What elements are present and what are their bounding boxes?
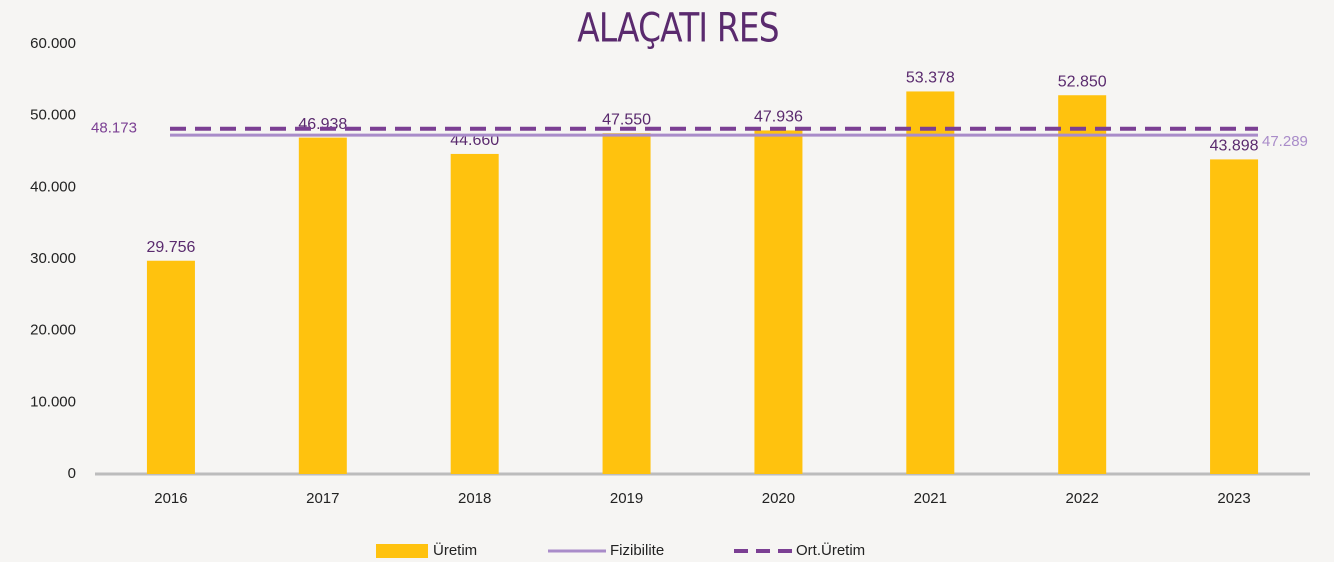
data-label: 29.756 (146, 239, 195, 256)
x-tick-label: 2023 (1217, 490, 1250, 507)
bar (1058, 95, 1107, 474)
bar (602, 133, 651, 474)
data-label: 47.936 (754, 109, 803, 126)
x-tick-label: 2020 (762, 490, 795, 507)
chart-title: ALAÇATI RES (577, 4, 778, 51)
data-label: 43.898 (1210, 138, 1259, 155)
x-tick-label: 2021 (914, 490, 947, 507)
x-tick-label: 2017 (306, 490, 339, 507)
reference-label: 48.173 (91, 120, 137, 137)
legend-label: Üretim (433, 541, 477, 559)
data-label: 52.850 (1058, 73, 1107, 90)
bar (906, 91, 955, 474)
bar (146, 260, 195, 474)
x-tick-label: 2018 (458, 490, 491, 507)
bar (450, 153, 499, 475)
x-tick-label: 2022 (1066, 490, 1099, 507)
reference-label: 47.289 (1262, 133, 1308, 150)
x-tick-label: 2019 (610, 490, 643, 507)
y-tick-label: 60.000 (30, 35, 76, 52)
x-tick-label: 2016 (154, 490, 187, 507)
legend-label: Fizibilite (610, 542, 664, 559)
legend-label: Ort.Üretim (796, 541, 865, 559)
y-tick-label: 40.000 (30, 178, 76, 195)
y-tick-label: 50.000 (30, 107, 76, 124)
y-tick-label: 30.000 (30, 250, 76, 267)
bar (1210, 159, 1259, 475)
legend-swatch (376, 544, 428, 558)
y-tick-label: 10.000 (30, 393, 76, 410)
data-label: 53.378 (906, 70, 955, 87)
y-tick-label: 20.000 (30, 322, 76, 339)
data-label: 47.550 (602, 111, 651, 128)
y-tick-label: 0 (68, 465, 76, 482)
bar (298, 137, 347, 474)
bar (754, 130, 803, 474)
